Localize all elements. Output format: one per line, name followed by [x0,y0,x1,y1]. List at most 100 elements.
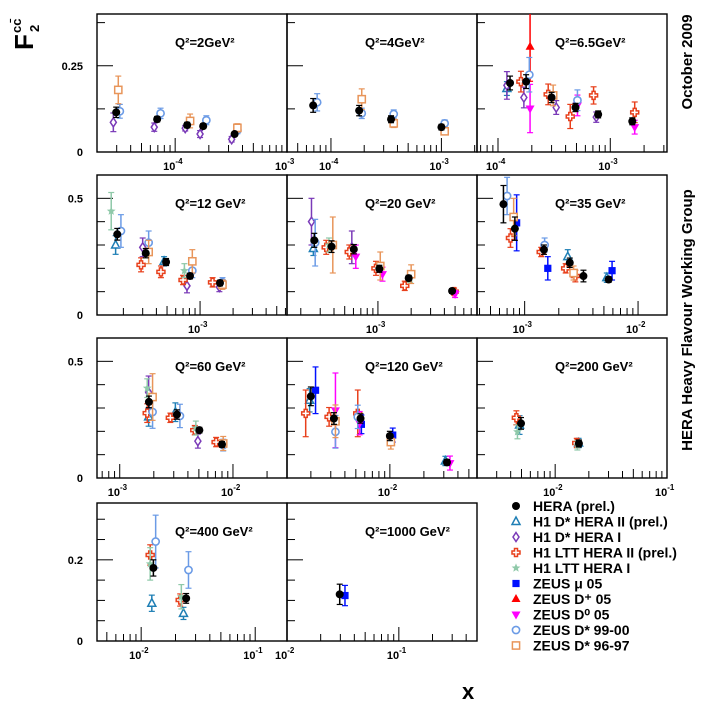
hera-marker [149,563,158,572]
legend-label: ZEUS μ 05 [533,576,602,592]
data-point-h1ltt2 [505,228,516,248]
data-point-h1dstar1 [227,133,236,146]
zeusmu-marker [341,591,349,600]
x-tick-label: 10-2 [221,483,241,499]
panel-7: 10-2 Q²=120 GeV² [286,337,478,499]
h1dstar1-marker [307,215,316,228]
data-point-hera [217,440,226,449]
data-point-hera [327,240,336,254]
h1ltt1-legend-icon [511,563,521,572]
x-tick-label: 10-3 [188,320,208,336]
zeusdstar9900-marker [184,565,193,575]
panel-5: 10-3 10-2 Q²=35 GeV² [476,174,668,336]
legend-label: HERA (prel.) [533,498,615,514]
data-point-hera [141,247,150,259]
data-point-hera [306,386,315,407]
panel-q2-label: Q²=200 GeV² [555,359,633,374]
x-tick-label: 10-3 [598,157,618,173]
hera-marker [230,130,239,139]
data-point-hera [183,121,192,130]
panel-q2-label: Q²=120 GeV² [365,359,443,374]
legend-label: ZEUS D* 96-97 [533,638,630,654]
h1ltt2-marker [207,277,218,288]
h1ltt2-marker [178,275,188,285]
hera-marker [499,200,508,209]
hera-marker [442,458,451,467]
y-axis-title-main: F [9,34,39,50]
panel-q2-label: Q²=12 GeV² [175,196,246,211]
h1ltt2-marker [324,412,334,422]
data-point-hera [195,426,204,435]
hera-marker [547,93,556,102]
data-point-zeusdstar9697 [569,265,578,281]
h1ltt2-marker [211,437,221,447]
data-point-zeusmu [513,194,521,252]
data-point-hera [574,439,583,448]
panel-q2-label: Q²=6.5GeV² [555,35,626,50]
hera-marker [571,103,580,112]
h1ltt1-marker [513,427,522,436]
data-point-hera [153,115,162,124]
hera-marker [385,432,394,440]
data-point-hera [199,122,208,131]
panel-q2-label: Q²=4GeV² [365,35,425,50]
data-point-zeusdstar9900 [184,551,193,589]
y-axis-title-sup: cc̄ [9,19,24,33]
panel-q2-label: Q²=60 GeV² [175,359,246,374]
data-point-hera [517,416,526,430]
legend-label: H1 D* HERA I [533,529,621,545]
hera-marker [437,123,446,132]
y-tick-label: 0 [77,147,83,159]
h1ltt1-marker [191,423,201,432]
data-point-hera [349,243,358,255]
hera-marker [216,279,225,288]
data-point-zeusmu [341,584,349,607]
hera-marker [539,245,548,254]
x-tick-label: 10-2 [626,320,646,336]
legend: HERA (prel.)H1 D* HERA II (prel.)H1 D* H… [510,498,677,654]
h1dstar1-marker [150,121,159,134]
x-tick-label: 10-2 [275,646,295,662]
h1dstar1-legend-icon [512,531,520,543]
hera-legend-icon [512,502,520,510]
hera-marker [306,392,315,401]
hera-marker [162,258,171,267]
y-tick-label: 0 [77,473,83,485]
panel-10: 10-2 10-1 Q²=1000 GeV² [275,502,478,662]
x-tick-label: 10-1 [655,483,675,499]
hera-marker [355,106,364,115]
hera-marker [195,426,204,435]
x-tick-label: 10-2 [543,483,563,499]
data-point-hera [539,244,548,255]
hera-marker [172,410,181,419]
side-group: HERA Heavy Flavour Working Group [679,189,696,451]
panel-q2-label: Q²=2GeV² [175,35,235,50]
x-tick-label: 10-2 [129,646,149,662]
data-point-h1ltt2 [300,389,311,438]
y-axis-title-sub: 2 [27,25,42,32]
h1dstar1-marker [196,128,204,140]
hera-marker [309,101,318,110]
x-tick-label: 10-3 [108,483,128,499]
data-point-h1ltt2 [400,280,410,292]
x-tick-label: 10-4 [319,157,339,173]
y-tick-label: 0.5 [68,193,83,205]
x-tick-label: 10-1 [387,646,407,662]
h1dstar2-marker [110,238,121,249]
zeusdstar9900-marker [151,537,161,546]
h1ltt1-marker [106,206,116,215]
hera-marker [186,272,195,281]
zeusmu-marker [311,386,320,394]
h1ltt2-marker [136,260,146,270]
h1dstar1-marker [519,91,528,104]
legend-item-zeusdplus: ZEUS D⁺ 05 [511,591,611,607]
x-tick-label: 10-3 [275,157,295,173]
y-axis-title: F cc̄ 2 [9,19,42,50]
data-point-hera [375,264,384,273]
data-point-h1dstar1 [519,86,528,109]
data-point-hera [565,257,574,268]
h1ltt1-marker [176,592,186,601]
hera-marker [113,230,122,239]
data-point-hera [216,279,225,288]
